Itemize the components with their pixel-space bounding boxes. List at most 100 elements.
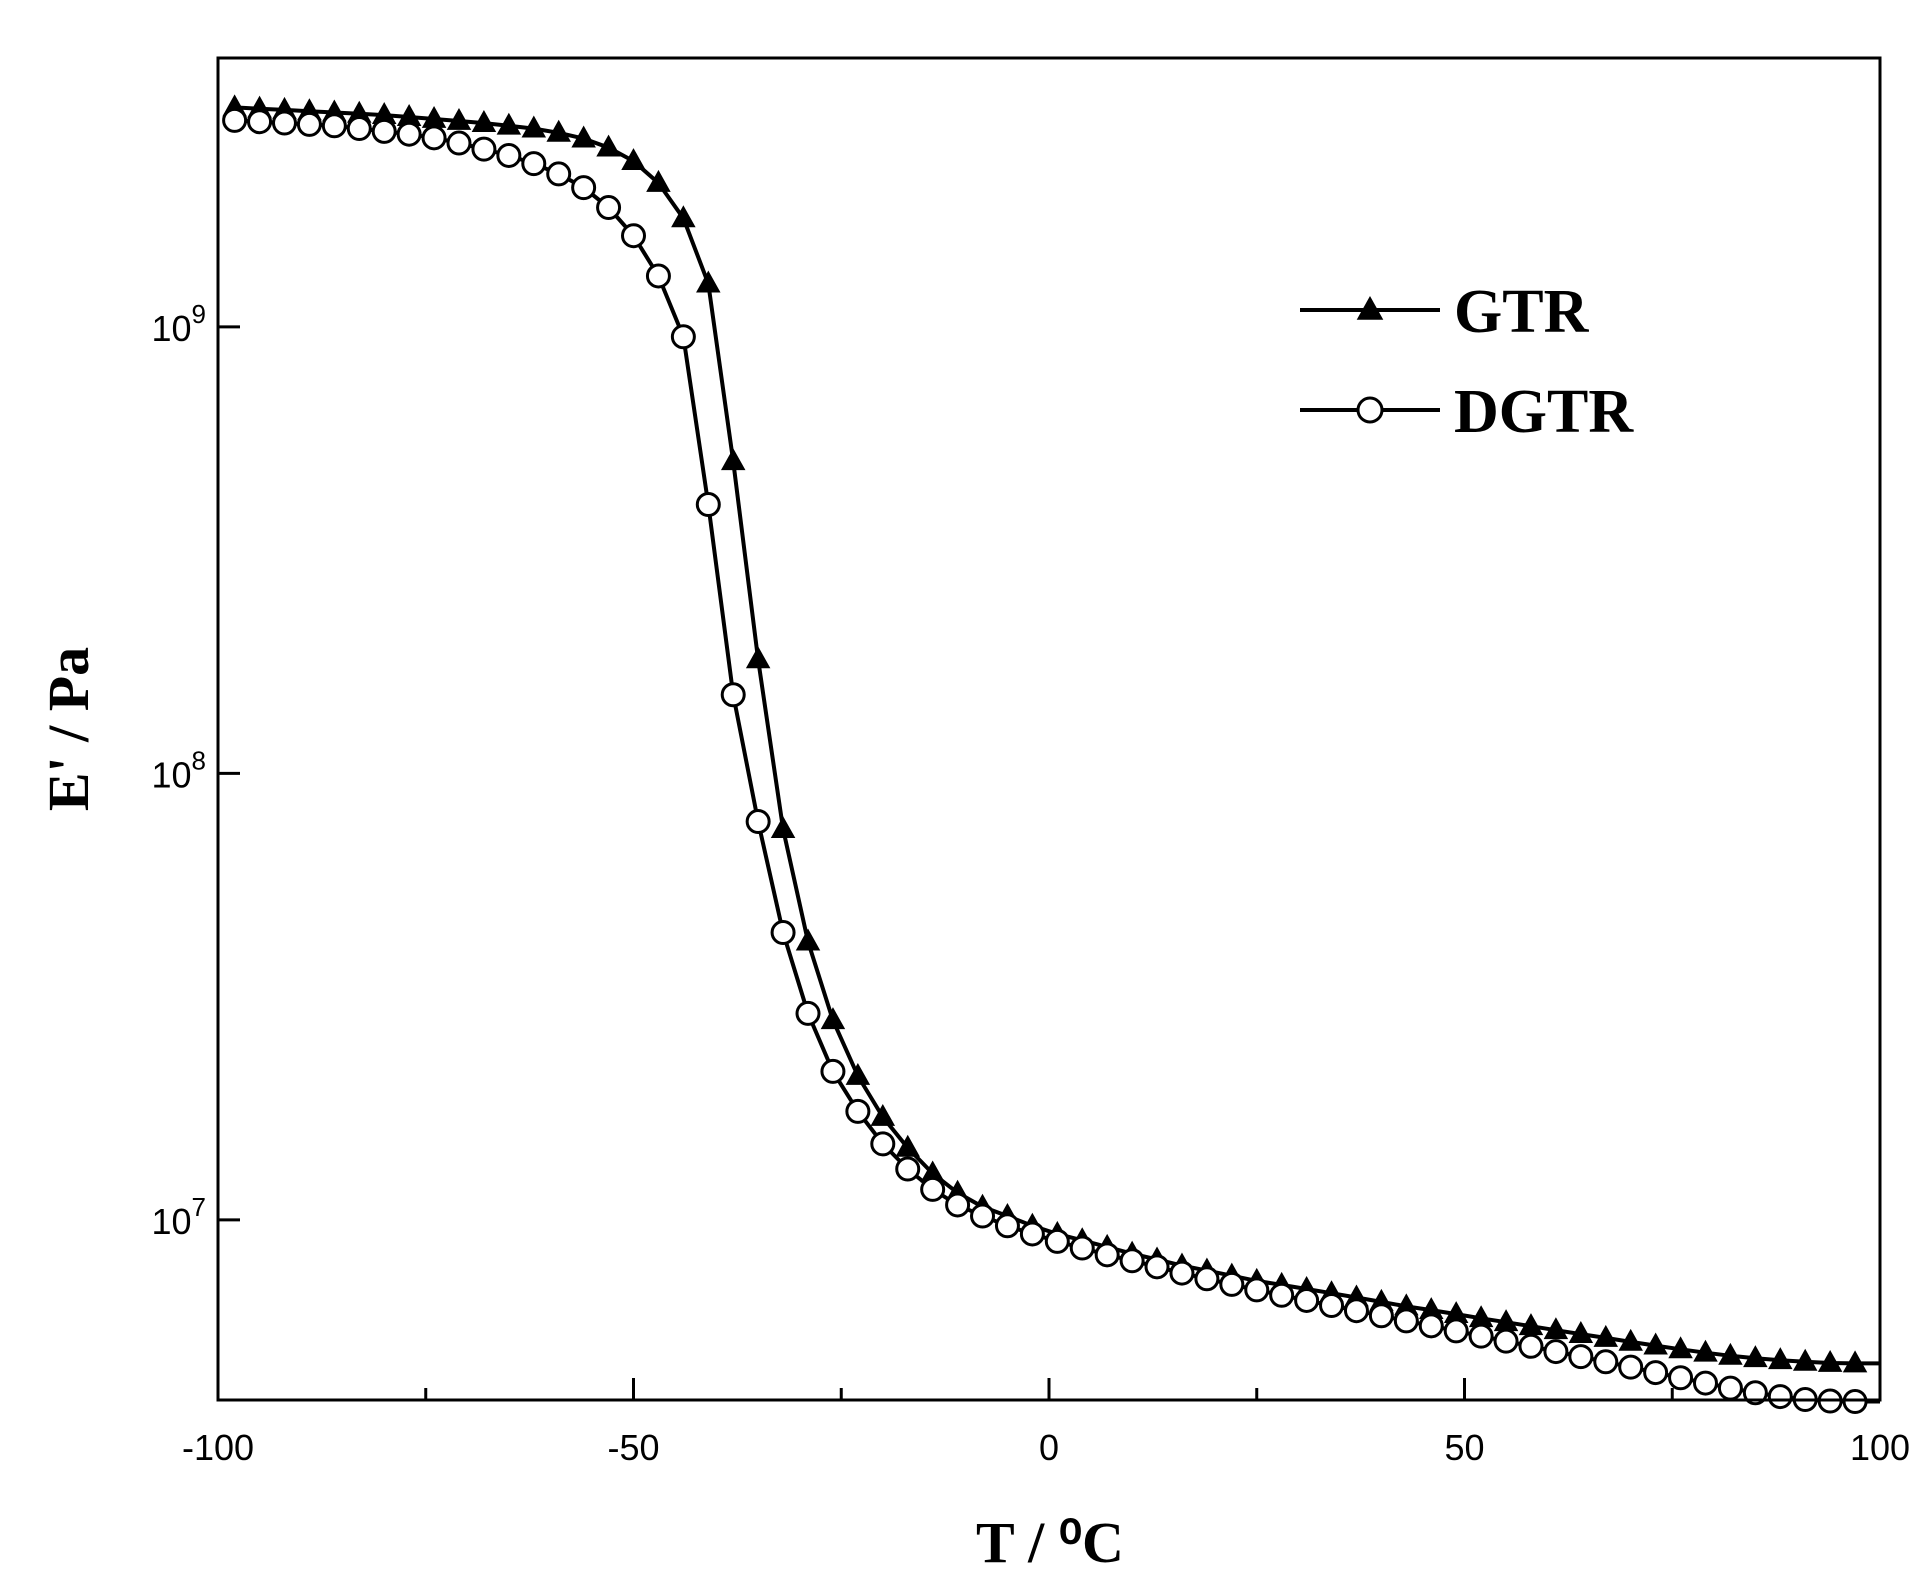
data-point-dgtr bbox=[770, 920, 796, 946]
data-point-gtr bbox=[1618, 1328, 1643, 1351]
y-tick-label: 108 bbox=[151, 745, 206, 795]
data-point-dgtr bbox=[496, 142, 522, 168]
data-point-dgtr bbox=[1742, 1380, 1768, 1406]
x-tick-label: -100 bbox=[182, 1427, 254, 1468]
data-point-gtr bbox=[1842, 1350, 1868, 1373]
plot-frame bbox=[216, 56, 1882, 1402]
legend-label-gtr: GTR bbox=[1454, 278, 1590, 346]
data-point-dgtr bbox=[621, 223, 646, 249]
data-point-dgtr bbox=[1294, 1287, 1320, 1313]
data-point-dgtr bbox=[845, 1098, 871, 1124]
data-point-gtr bbox=[1768, 1347, 1793, 1370]
data-point-dgtr bbox=[471, 136, 497, 162]
data-point-dgtr bbox=[970, 1203, 996, 1229]
data-point-dgtr bbox=[1244, 1277, 1270, 1303]
data-point-gtr bbox=[870, 1103, 896, 1126]
data-point-dgtr bbox=[1543, 1339, 1569, 1365]
data-point-dgtr bbox=[1343, 1298, 1369, 1324]
legend-label-dgtr: DGTR bbox=[1454, 378, 1634, 446]
series-line-gtr bbox=[234, 105, 1880, 1366]
data-point-dgtr bbox=[346, 116, 372, 142]
data-point-dgtr bbox=[1368, 1303, 1394, 1329]
data-point-dgtr bbox=[371, 118, 397, 144]
data-point-gtr bbox=[720, 448, 746, 471]
data-point-dgtr bbox=[1319, 1293, 1345, 1319]
data-point-gtr bbox=[1543, 1317, 1569, 1340]
x-tick-label: -50 bbox=[607, 1427, 659, 1468]
y-tick-label: 109 bbox=[151, 299, 206, 349]
data-point-gtr bbox=[546, 119, 571, 142]
data-point-gtr bbox=[820, 1007, 846, 1030]
data-point-gtr bbox=[1593, 1324, 1619, 1347]
data-point-dgtr bbox=[1692, 1370, 1718, 1396]
legend-marker-gtr bbox=[1356, 296, 1384, 320]
data-point-dgtr bbox=[1443, 1318, 1469, 1344]
data-point-gtr bbox=[1693, 1339, 1718, 1362]
data-point-dgtr bbox=[571, 175, 597, 201]
data-point-dgtr bbox=[670, 324, 696, 350]
data-point-dgtr bbox=[645, 263, 671, 289]
x-tick-label: 50 bbox=[1444, 1427, 1484, 1468]
data-point-dgtr bbox=[1717, 1375, 1743, 1401]
y-axis-title: E' / Pa bbox=[36, 647, 101, 811]
data-point-dgtr bbox=[895, 1156, 921, 1182]
data-point-dgtr bbox=[296, 111, 322, 137]
data-point-gtr bbox=[1792, 1348, 1818, 1371]
data-point-gtr bbox=[1668, 1336, 1693, 1359]
x-axis-ticks: -100 -50 0 50 100 bbox=[182, 1378, 1910, 1468]
data-point-dgtr bbox=[1568, 1344, 1594, 1370]
data-point-dgtr bbox=[695, 492, 721, 518]
data-point-gtr bbox=[795, 928, 821, 951]
data-point-gtr bbox=[770, 816, 796, 839]
data-point-dgtr bbox=[446, 130, 472, 156]
data-point-gtr bbox=[571, 125, 596, 148]
data-point-gtr bbox=[895, 1134, 920, 1157]
x-tick-label: 0 bbox=[1039, 1427, 1059, 1468]
data-point-dgtr bbox=[1144, 1254, 1170, 1280]
data-point-gtr bbox=[1643, 1332, 1668, 1355]
data-point-dgtr bbox=[421, 125, 447, 151]
data-point-gtr bbox=[471, 110, 497, 132]
data-point-dgtr bbox=[1269, 1282, 1295, 1308]
data-point-gtr bbox=[1718, 1342, 1743, 1365]
data-point-dgtr bbox=[1618, 1354, 1644, 1380]
data-point-dgtr bbox=[1044, 1228, 1070, 1254]
data-point-dgtr bbox=[1094, 1242, 1120, 1268]
data-point-gtr bbox=[646, 169, 671, 192]
data-point-gtr bbox=[521, 115, 547, 138]
data-point-gtr bbox=[596, 134, 621, 157]
x-axis-title: T / ⁰C bbox=[976, 1510, 1124, 1575]
data-point-dgtr bbox=[1767, 1384, 1793, 1410]
data-point-dgtr bbox=[1418, 1313, 1444, 1339]
data-point-gtr bbox=[446, 108, 472, 130]
legend-marker-dgtr bbox=[1356, 396, 1384, 424]
y-axis-ticks: 107 108 109 bbox=[151, 299, 240, 1242]
data-point-dgtr bbox=[222, 107, 248, 133]
data-point-gtr bbox=[745, 646, 771, 669]
data-point-dgtr bbox=[1069, 1235, 1095, 1261]
data-point-dgtr bbox=[521, 151, 547, 177]
data-point-dgtr bbox=[1518, 1333, 1544, 1359]
series-layer bbox=[222, 94, 1880, 1414]
data-point-dgtr bbox=[745, 809, 771, 835]
data-point-dgtr bbox=[1643, 1360, 1669, 1386]
data-point-gtr bbox=[1568, 1321, 1594, 1343]
data-point-dgtr bbox=[795, 1000, 821, 1026]
data-point-gtr bbox=[845, 1062, 871, 1085]
data-point-dgtr bbox=[396, 121, 422, 147]
data-point-gtr bbox=[671, 205, 696, 228]
data-point-dgtr bbox=[1493, 1328, 1519, 1354]
data-point-dgtr bbox=[945, 1192, 971, 1218]
data-point-dgtr bbox=[1468, 1323, 1494, 1349]
legend: GTR DGTR bbox=[1300, 278, 1634, 446]
data-point-dgtr bbox=[1219, 1271, 1245, 1297]
data-point-gtr bbox=[621, 148, 646, 171]
data-point-dgtr bbox=[1593, 1349, 1619, 1375]
series-line-dgtr bbox=[234, 118, 1880, 1404]
data-point-dgtr bbox=[720, 682, 746, 708]
data-point-dgtr bbox=[994, 1213, 1020, 1239]
data-point-dgtr bbox=[1119, 1248, 1145, 1274]
data-point-gtr bbox=[1743, 1345, 1768, 1368]
data-point-dgtr bbox=[820, 1058, 846, 1084]
